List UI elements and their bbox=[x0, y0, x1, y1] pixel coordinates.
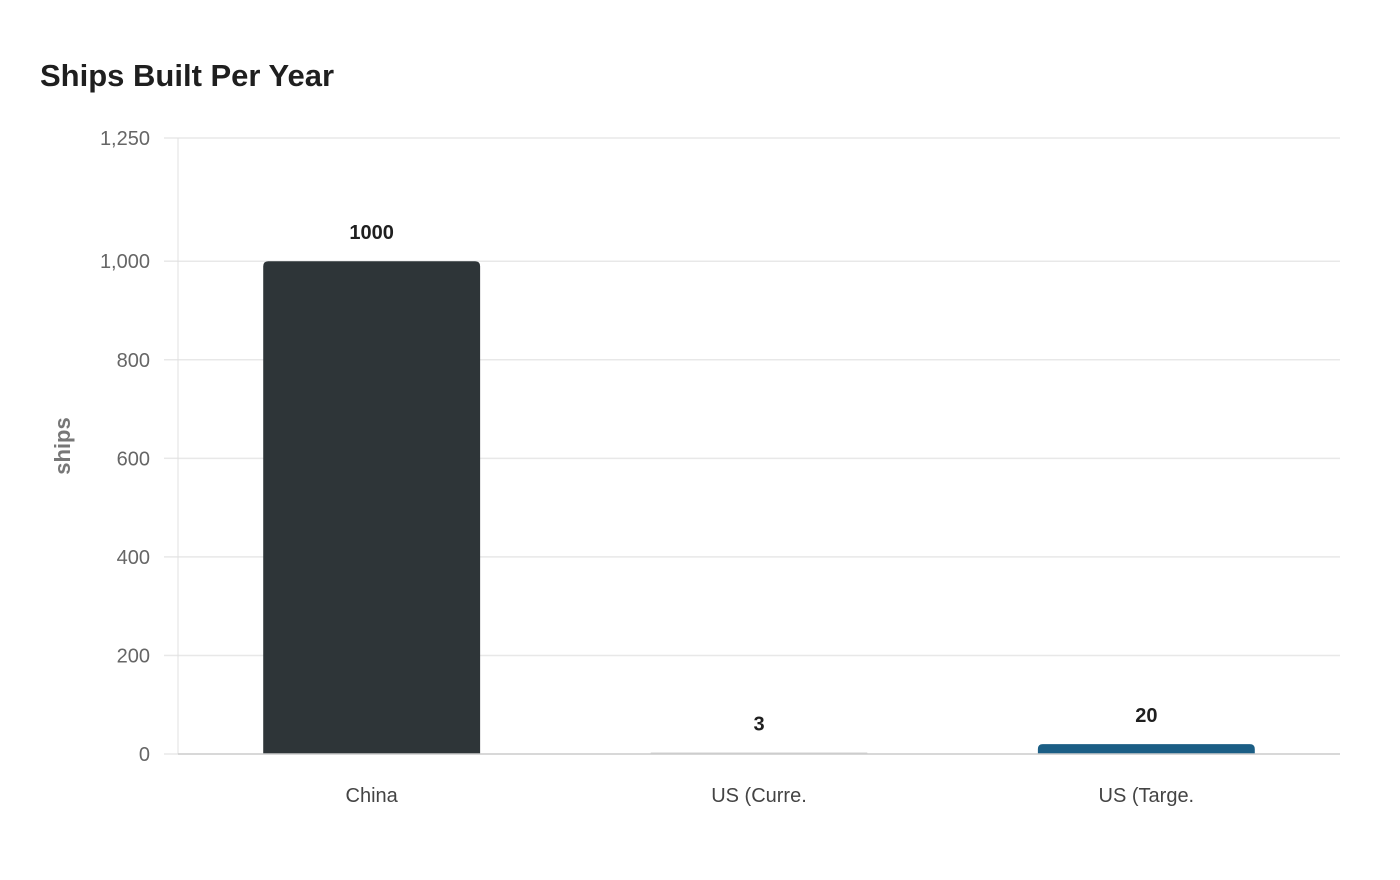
y-axis-title: ships bbox=[50, 417, 75, 474]
y-tick-label: 600 bbox=[117, 448, 150, 470]
y-tick-label: 200 bbox=[117, 645, 150, 667]
x-tick-label: US (Targe. bbox=[1099, 785, 1195, 807]
data-label: 3 bbox=[753, 714, 764, 736]
bar bbox=[263, 261, 481, 754]
data-labels: 1000 3 20 bbox=[349, 222, 1157, 735]
chart-title: Ships Built Per Year bbox=[40, 58, 335, 93]
y-tick-label: 400 bbox=[117, 547, 150, 569]
bars bbox=[263, 261, 1255, 754]
y-tick-label: 1,000 bbox=[100, 251, 150, 273]
data-label: 20 bbox=[1135, 705, 1157, 727]
y-axis-ticks: 0 200 400 600 800 1,000 1,250 bbox=[100, 128, 178, 766]
data-label: 1000 bbox=[349, 222, 394, 244]
y-tick-label: 0 bbox=[139, 744, 150, 766]
bar bbox=[1037, 744, 1255, 754]
x-axis-ticks: China US (Curre. US (Targe. bbox=[346, 785, 1195, 807]
x-tick-label: China bbox=[346, 785, 399, 807]
y-tick-label: 1,250 bbox=[100, 128, 150, 150]
x-tick-label: US (Curre. bbox=[711, 785, 807, 807]
y-tick-label: 800 bbox=[117, 350, 150, 372]
